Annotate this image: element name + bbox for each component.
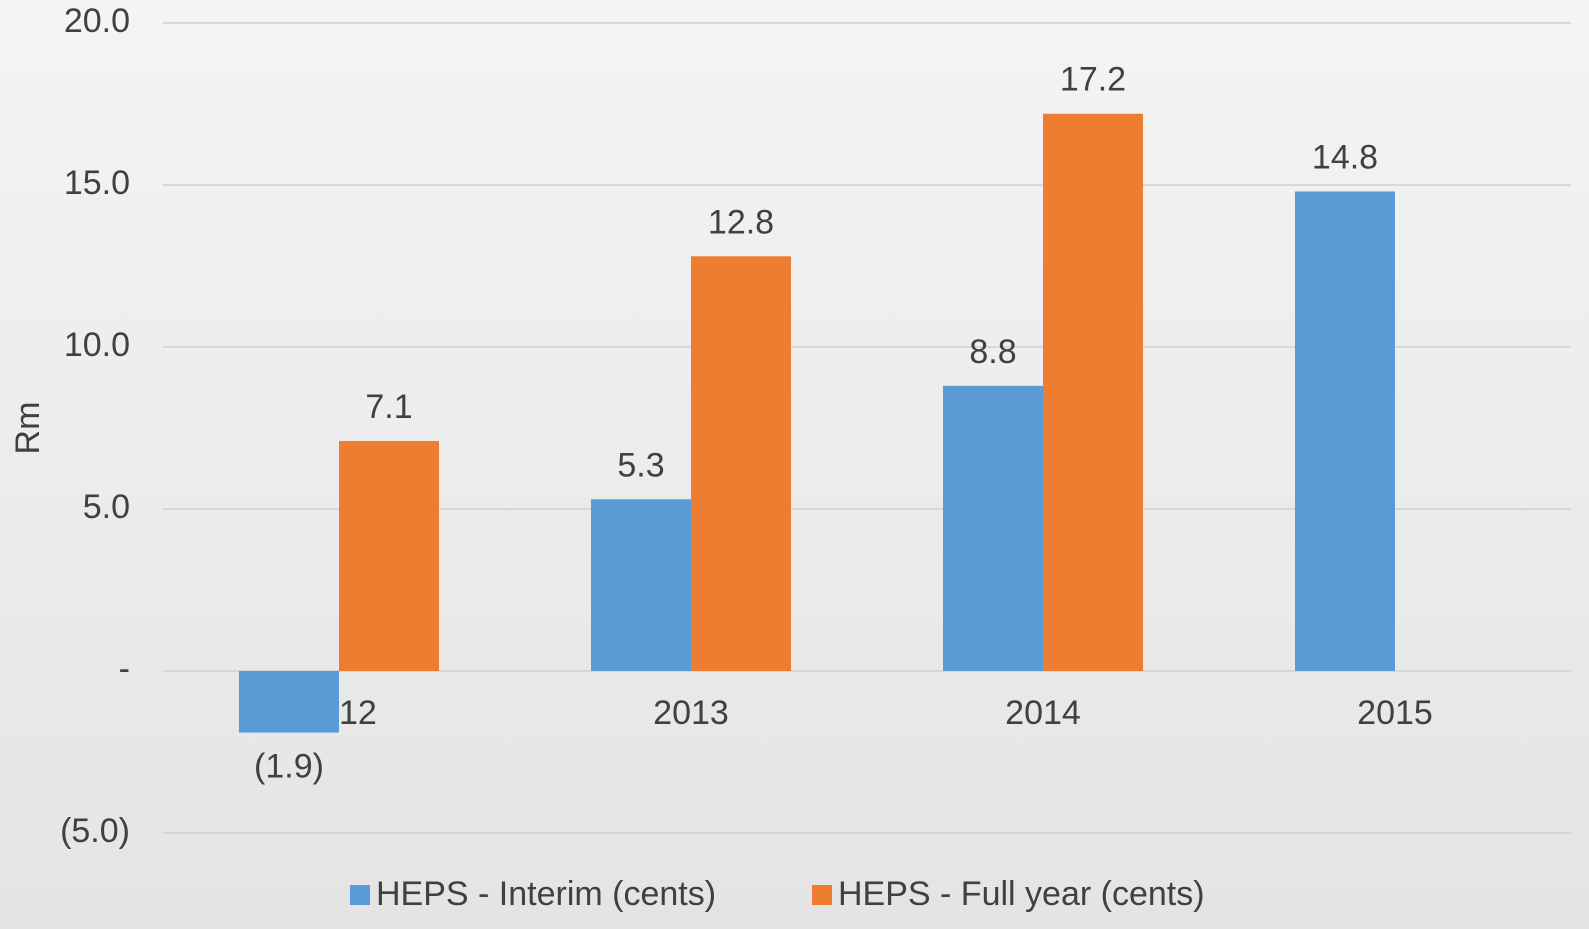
y-tick-label: 15.0: [64, 164, 130, 202]
y-tick-label: (5.0): [60, 812, 130, 850]
bar: [943, 385, 1043, 671]
y-tick-label: 5.0: [83, 488, 130, 526]
y-axis-label: Rm: [9, 402, 47, 455]
data-label: 14.8: [1312, 138, 1378, 176]
bar: [1043, 113, 1143, 672]
x-tick-label: 2015: [1357, 694, 1433, 732]
legend-swatch: [350, 885, 370, 905]
data-label: 17.2: [1060, 61, 1126, 99]
y-tick-label: -: [119, 650, 130, 688]
x-tick-label: 2014: [1005, 694, 1081, 732]
bar: [691, 256, 791, 671]
y-tick-label: 20.0: [64, 2, 130, 40]
bar: [339, 440, 439, 671]
data-label: 8.8: [969, 333, 1016, 371]
legend-swatch: [812, 885, 832, 905]
x-tick-label: 2013: [653, 694, 729, 732]
legend-label: HEPS - Interim (cents): [376, 875, 716, 913]
y-tick-label: 10.0: [64, 326, 130, 364]
data-label: 12.8: [708, 203, 774, 241]
data-label: (1.9): [254, 748, 324, 786]
legend-label: HEPS - Full year (cents): [838, 875, 1205, 913]
bar: [591, 499, 691, 671]
bar: [1295, 191, 1395, 672]
bar: [239, 671, 339, 733]
data-label: 7.1: [365, 388, 412, 426]
data-label: 5.3: [617, 446, 664, 484]
